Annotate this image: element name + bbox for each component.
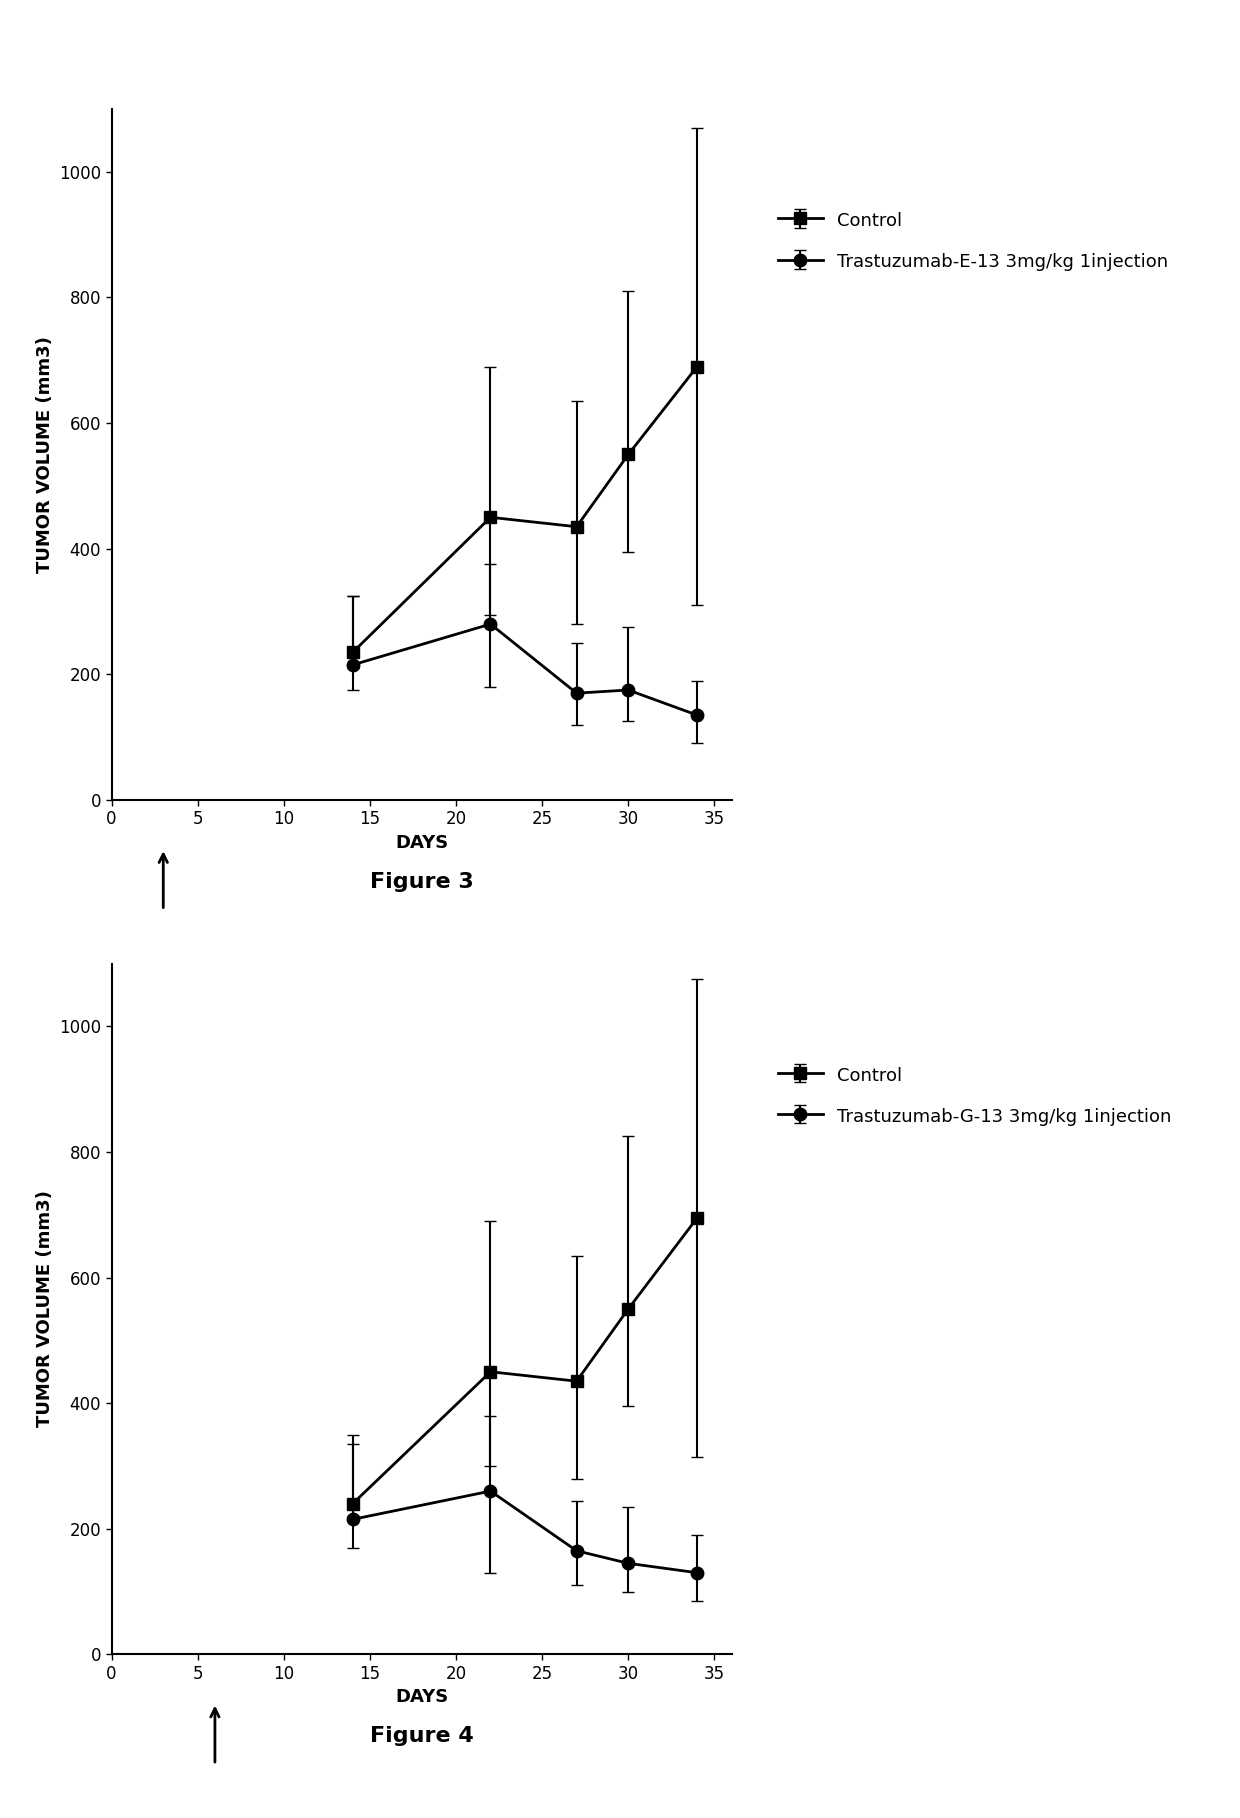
X-axis label: DAYS: DAYS [396, 1689, 448, 1707]
Y-axis label: TUMOR VOLUME (mm3): TUMOR VOLUME (mm3) [36, 336, 53, 573]
Text: Figure 4: Figure 4 [370, 1725, 474, 1747]
Y-axis label: TUMOR VOLUME (mm3): TUMOR VOLUME (mm3) [36, 1191, 53, 1427]
X-axis label: DAYS: DAYS [396, 834, 448, 853]
Text: Figure 3: Figure 3 [370, 871, 474, 893]
Legend: Control, Trastuzumab-G-13 3mg/kg 1injection: Control, Trastuzumab-G-13 3mg/kg 1inject… [777, 1065, 1172, 1125]
Legend: Control, Trastuzumab-E-13 3mg/kg 1injection: Control, Trastuzumab-E-13 3mg/kg 1inject… [777, 211, 1168, 271]
